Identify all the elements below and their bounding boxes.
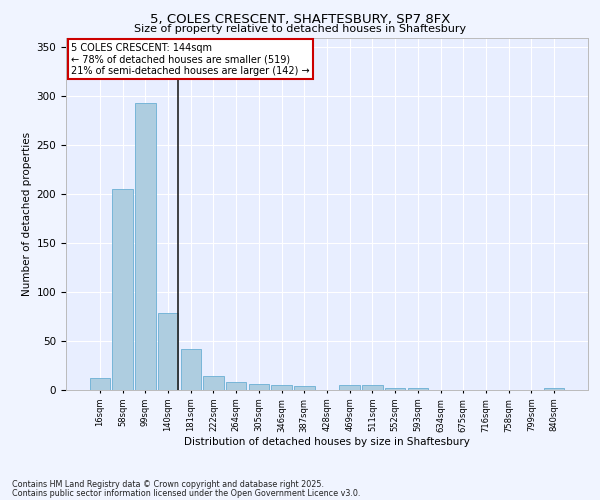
Bar: [226, 382, 247, 390]
Bar: [407, 388, 428, 390]
Bar: [181, 349, 201, 390]
Text: Size of property relative to detached houses in Shaftesbury: Size of property relative to detached ho…: [134, 24, 466, 34]
Bar: [135, 103, 155, 390]
Text: Contains HM Land Registry data © Crown copyright and database right 2025.: Contains HM Land Registry data © Crown c…: [12, 480, 324, 489]
Text: 5, COLES CRESCENT, SHAFTESBURY, SP7 8FX: 5, COLES CRESCENT, SHAFTESBURY, SP7 8FX: [150, 12, 450, 26]
Bar: [294, 386, 314, 390]
Bar: [271, 385, 292, 390]
Bar: [362, 385, 383, 390]
X-axis label: Distribution of detached houses by size in Shaftesbury: Distribution of detached houses by size …: [184, 437, 470, 447]
Bar: [248, 384, 269, 390]
Bar: [385, 388, 406, 390]
Text: 5 COLES CRESCENT: 144sqm
← 78% of detached houses are smaller (519)
21% of semi-: 5 COLES CRESCENT: 144sqm ← 78% of detach…: [71, 43, 310, 76]
Bar: [340, 385, 360, 390]
Bar: [90, 378, 110, 390]
Y-axis label: Number of detached properties: Number of detached properties: [22, 132, 32, 296]
Bar: [544, 388, 564, 390]
Bar: [203, 376, 224, 390]
Text: Contains public sector information licensed under the Open Government Licence v3: Contains public sector information licen…: [12, 488, 361, 498]
Bar: [112, 190, 133, 390]
Bar: [158, 312, 178, 390]
